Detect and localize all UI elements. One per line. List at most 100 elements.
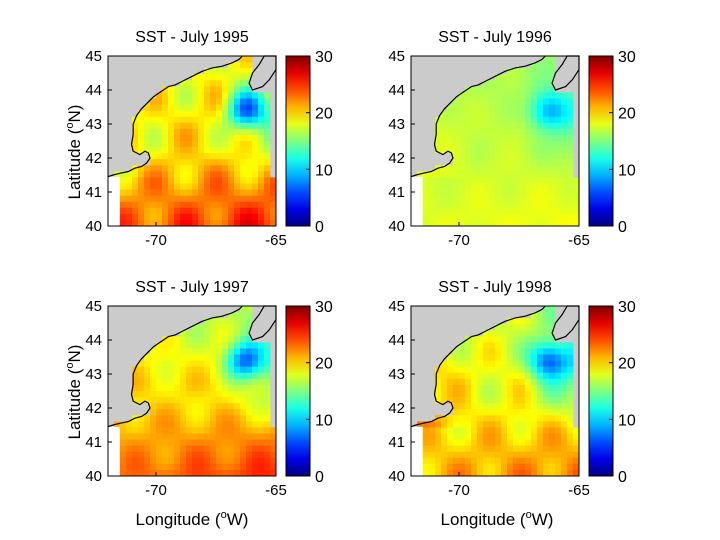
sst-cell <box>114 421 121 428</box>
sst-cell <box>228 213 235 221</box>
sst-cell <box>186 469 193 477</box>
sst-cell <box>555 159 562 166</box>
sst-cell <box>507 403 514 410</box>
sst-cell <box>495 159 502 166</box>
sst-cell <box>228 451 235 459</box>
colorbar-tick-label: 0 <box>315 219 324 236</box>
sst-cell <box>162 445 169 453</box>
sst-cell <box>501 421 508 428</box>
sst-cell <box>459 360 466 368</box>
sst-cell <box>519 397 526 404</box>
sst-cell <box>132 397 139 404</box>
sst-cell <box>228 134 235 142</box>
sst-cell <box>222 354 229 362</box>
sst-cell <box>507 342 514 349</box>
sst-cell <box>483 391 490 398</box>
sst-cell <box>549 384 556 392</box>
sst-cell <box>186 165 193 172</box>
sst-cell <box>150 445 157 453</box>
sst-cell <box>561 98 568 105</box>
sst-cell <box>507 415 514 422</box>
sst-cell <box>435 213 442 221</box>
sst-cell <box>198 348 205 355</box>
sst-cell <box>531 177 538 184</box>
sst-cell <box>477 153 484 160</box>
sst-cell <box>234 201 241 209</box>
sst-cell <box>519 116 526 124</box>
sst-cell <box>228 312 235 319</box>
sst-cell <box>561 421 568 428</box>
sst-cell <box>126 195 133 203</box>
sst-cell <box>180 183 187 190</box>
sst-cell <box>495 391 502 398</box>
sst-cell <box>441 457 448 465</box>
colorbar <box>285 305 311 477</box>
sst-cell <box>240 177 247 184</box>
sst-cell <box>210 354 217 362</box>
sst-cell <box>234 366 241 374</box>
sst-cell <box>477 439 484 447</box>
sst-cell <box>483 104 490 112</box>
sst-cell <box>156 391 163 398</box>
sst-cell <box>198 171 205 178</box>
sst-cell <box>465 165 472 172</box>
sst-cell <box>132 207 139 215</box>
sst-cell <box>186 80 193 87</box>
sst-cell <box>513 104 520 112</box>
sst-cell <box>459 397 466 404</box>
sst-cell <box>471 384 478 392</box>
sst-cell <box>561 415 568 422</box>
sst-cell <box>471 147 478 154</box>
colorbar <box>285 55 311 227</box>
sst-cell <box>258 92 265 99</box>
sst-cell <box>555 213 562 221</box>
sst-cell <box>168 92 175 99</box>
sst-cell <box>240 80 247 87</box>
sst-cell <box>477 445 484 453</box>
sst-cell <box>144 213 151 221</box>
sst-cell <box>204 318 211 325</box>
sst-cell <box>459 147 466 154</box>
sst-cell <box>210 165 217 172</box>
sst-cell <box>174 433 181 440</box>
sst-cell <box>435 397 442 404</box>
sst-cell <box>234 134 241 142</box>
sst-cell <box>210 128 217 136</box>
sst-cell <box>216 122 223 130</box>
sst-cell <box>264 159 271 166</box>
sst-cell <box>519 445 526 453</box>
sst-cell <box>543 378 550 386</box>
sst-cell <box>168 122 175 130</box>
sst-cell <box>441 451 448 459</box>
sst-cell <box>252 445 259 453</box>
sst-cell <box>192 74 199 81</box>
sst-cell <box>453 433 460 440</box>
sst-cell <box>186 116 193 124</box>
sst-cell <box>216 141 223 148</box>
sst-cell <box>549 74 556 81</box>
sst-cell <box>567 201 574 209</box>
sst-cell <box>549 445 556 453</box>
sst-cell <box>489 451 496 459</box>
sst-cell <box>168 421 175 428</box>
sst-cell <box>447 183 454 190</box>
sst-cell <box>180 153 187 160</box>
sst-cell <box>144 360 151 368</box>
sst-cell <box>246 134 253 142</box>
sst-cell <box>192 415 199 422</box>
sst-cell <box>471 433 478 440</box>
sst-cell <box>441 134 448 142</box>
sst-cell <box>222 219 229 227</box>
sst-cell <box>252 391 259 398</box>
sst-cell <box>210 433 217 440</box>
sst-cell <box>447 141 454 148</box>
sst-cell <box>483 128 490 136</box>
sst-cell <box>132 219 139 227</box>
sst-cell <box>519 469 526 477</box>
sst-cell <box>537 195 544 203</box>
sst-cell <box>264 348 271 355</box>
sst-cell <box>561 159 568 166</box>
sst-cell <box>537 219 544 227</box>
sst-cell <box>501 80 508 87</box>
sst-cell <box>465 463 472 471</box>
